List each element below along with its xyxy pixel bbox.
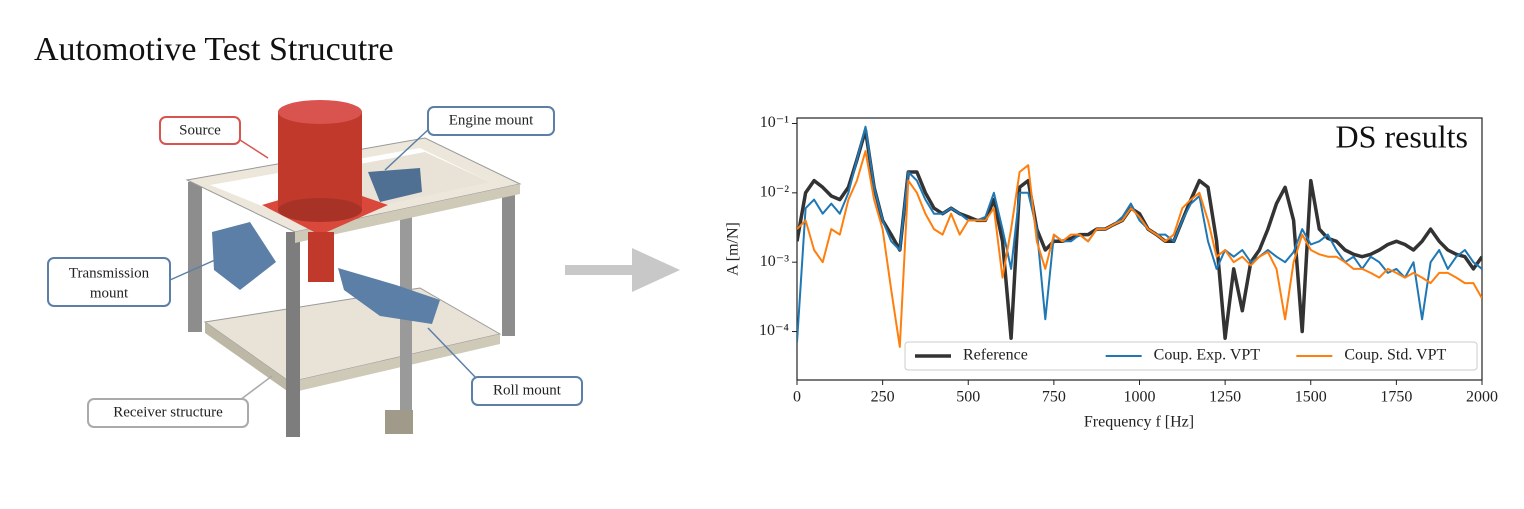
series-line — [797, 125, 1482, 343]
legend-label: Reference — [963, 347, 1028, 364]
page-title: Automotive Test Strucutre — [34, 31, 394, 68]
legend-box — [904, 341, 1478, 371]
legend-label: Coup. Exp. VPT — [1154, 347, 1261, 364]
y-tick-label: 10⁻¹ — [760, 114, 789, 131]
x-tick-label: 750 — [1042, 389, 1066, 406]
x-tick-label: 500 — [956, 389, 980, 406]
y-tick-label: 10⁻⁴ — [759, 322, 789, 339]
x-tick-label: 2000 — [1466, 389, 1498, 406]
x-tick-label: 1250 — [1209, 389, 1241, 406]
arrow — [565, 248, 680, 292]
label-roll-mount: Roll mount — [493, 382, 562, 398]
x-tick-label: 1500 — [1295, 389, 1327, 406]
label-receiver: Receiver structure — [113, 404, 223, 420]
x-axis-label: Frequency f [Hz] — [1084, 414, 1194, 431]
series-line — [797, 150, 1482, 348]
x-tick-label: 0 — [793, 389, 801, 406]
diagram-labels: Source Engine mount Transmission mount R… — [47, 106, 583, 428]
x-tick-label: 1750 — [1380, 389, 1412, 406]
label-transmission: Transmission — [69, 265, 150, 281]
series-line — [797, 128, 1482, 340]
x-tick-label: 1000 — [1124, 389, 1156, 406]
y-axis-label: A [m/N] — [725, 222, 742, 276]
label-source: Source — [179, 122, 221, 138]
y-tick-label: 10⁻² — [760, 184, 789, 201]
x-tick-label: 250 — [871, 389, 895, 406]
chart-title: DS results — [1336, 118, 1468, 154]
label-engine-mount: Engine mount — [449, 112, 534, 128]
y-tick-label: 10⁻³ — [760, 253, 789, 270]
label-transmission: mount — [90, 285, 129, 301]
test-structure — [185, 100, 522, 437]
legend-label: Coup. Std. VPT — [1344, 347, 1446, 364]
